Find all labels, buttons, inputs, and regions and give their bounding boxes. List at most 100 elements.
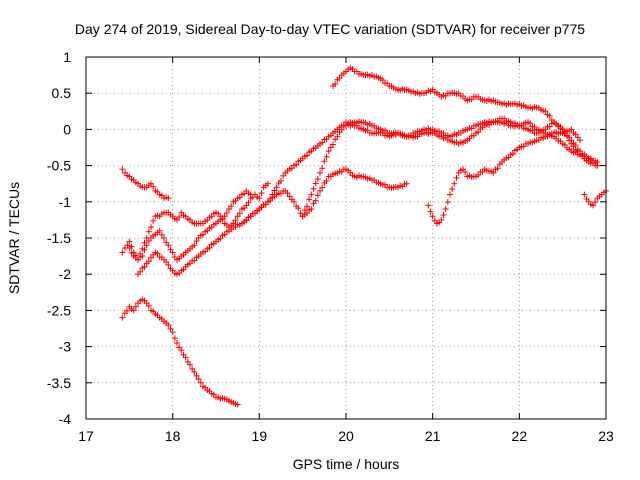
data-point <box>206 244 213 251</box>
data-point <box>332 81 339 88</box>
data-point <box>451 180 458 187</box>
data-point <box>119 249 126 256</box>
data-point <box>449 186 456 193</box>
data-point <box>321 158 328 165</box>
x-tick-label: 19 <box>252 428 268 444</box>
data-point <box>301 207 308 214</box>
data-point <box>182 354 189 361</box>
tick-marks <box>85 56 607 420</box>
data-point <box>295 205 302 212</box>
data-point <box>156 227 163 234</box>
data-point <box>494 165 501 172</box>
data-point <box>304 152 310 159</box>
data-point <box>119 166 126 173</box>
data-point <box>130 307 137 314</box>
data-point <box>191 368 198 375</box>
y-tick-label: -1 <box>59 194 72 210</box>
grid-lines <box>86 57 606 419</box>
data-point <box>176 214 183 221</box>
data-point <box>119 314 126 321</box>
data-point <box>171 335 178 342</box>
data-point <box>256 195 263 202</box>
data-point <box>243 217 250 224</box>
data-point <box>234 401 241 408</box>
data-point <box>592 199 599 206</box>
data-point <box>280 172 287 179</box>
data-point <box>197 379 204 386</box>
x-tick-label: 17 <box>78 428 94 444</box>
data-point <box>132 252 139 259</box>
data-point <box>334 133 341 140</box>
data-point <box>169 249 176 256</box>
data-point <box>286 193 293 200</box>
data-point <box>137 268 144 275</box>
y-tick-label: -2 <box>59 266 72 282</box>
y-tick-label: -4 <box>59 411 72 427</box>
y-tick-label: -0.5 <box>47 158 71 174</box>
data-point <box>542 108 549 115</box>
data-point <box>143 242 150 249</box>
data-point <box>217 235 224 242</box>
data-point <box>271 187 278 194</box>
data-point <box>429 213 436 220</box>
data-point <box>319 139 326 146</box>
chart-title: Day 274 of 2019, Sidereal Day-to-day VTE… <box>75 21 585 37</box>
data-point <box>267 195 274 202</box>
data-point <box>278 177 284 184</box>
data-point <box>245 199 252 206</box>
y-tick-label: -3.5 <box>47 375 71 391</box>
data-point <box>141 246 148 253</box>
data-point <box>338 126 345 133</box>
data-point <box>126 238 133 245</box>
data-point <box>336 75 343 82</box>
data-point <box>527 120 534 127</box>
data-point <box>442 206 449 213</box>
data-points <box>119 64 609 408</box>
data-point <box>154 250 161 257</box>
data-point <box>590 202 596 209</box>
data-point <box>440 212 447 219</box>
data-point <box>572 142 579 149</box>
data-point <box>234 213 241 220</box>
data-point <box>191 257 198 264</box>
data-point <box>145 258 152 265</box>
data-point <box>594 162 601 169</box>
data-point <box>124 307 131 314</box>
y-tick-label: -3 <box>59 339 72 355</box>
data-point <box>323 153 330 160</box>
data-point <box>132 303 139 310</box>
data-point <box>165 242 172 249</box>
data-point <box>325 148 332 155</box>
data-point <box>141 263 148 270</box>
x-tick-label: 21 <box>425 428 441 444</box>
data-point <box>546 123 553 130</box>
data-point <box>150 217 157 224</box>
x-tick-label: 23 <box>598 428 614 444</box>
data-point <box>475 172 482 179</box>
data-point <box>174 339 180 346</box>
data-point <box>165 195 172 202</box>
data-point <box>330 141 336 148</box>
data-point <box>319 184 326 191</box>
data-point <box>568 126 575 133</box>
x-tick-label: 18 <box>165 428 181 444</box>
data-point <box>258 190 265 197</box>
y-axis-label: SDTVAR / TECUs <box>6 182 22 294</box>
data-point <box>148 224 154 231</box>
data-point <box>191 242 198 249</box>
data-point <box>587 156 594 163</box>
data-point <box>403 180 410 187</box>
data-point <box>447 191 453 198</box>
data-point <box>232 217 239 224</box>
data-point <box>236 210 243 217</box>
y-tick-label: 0 <box>63 121 71 137</box>
data-point <box>150 183 157 190</box>
data-point <box>189 365 196 372</box>
data-point <box>310 185 317 192</box>
data-point <box>193 372 200 379</box>
data-point <box>169 329 176 336</box>
y-tick-label: 0.5 <box>52 85 72 101</box>
data-point <box>306 196 313 203</box>
data-point <box>427 208 434 215</box>
